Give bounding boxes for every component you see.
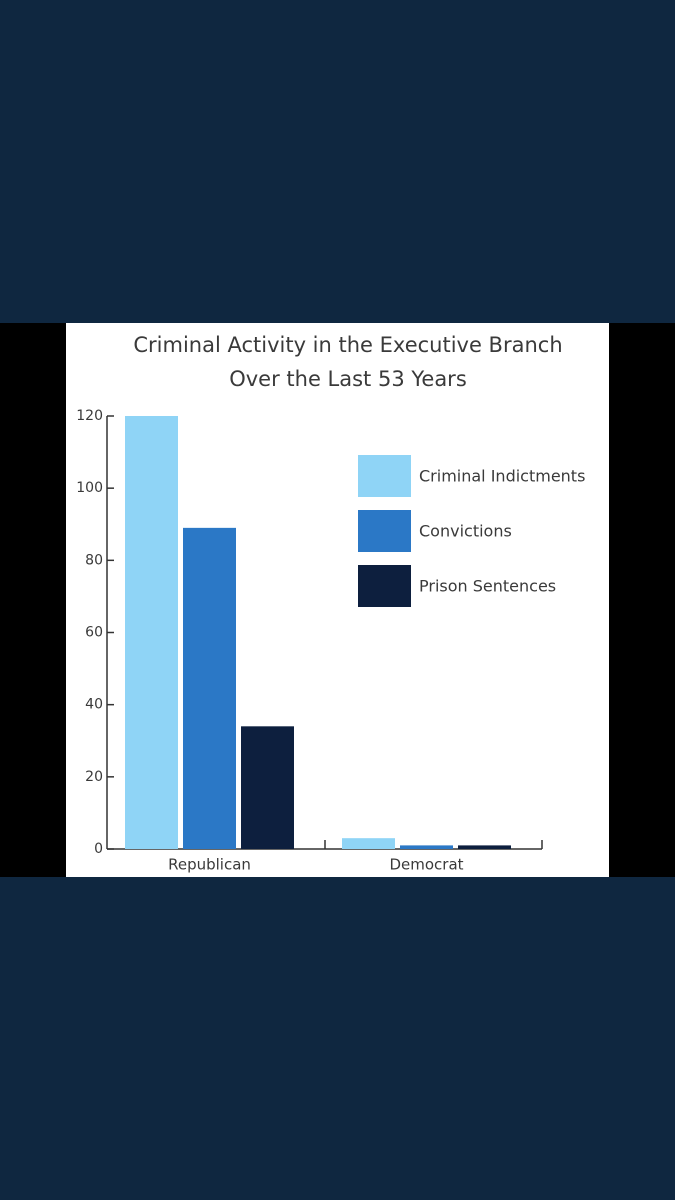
- bar: [125, 416, 178, 849]
- bar: [342, 838, 395, 849]
- legend-swatch: [358, 510, 411, 552]
- x-tick-label: Democrat: [389, 856, 463, 874]
- legend-swatch: [358, 455, 411, 497]
- y-tick-label: 100: [76, 480, 103, 496]
- y-tick-label: 40: [85, 697, 103, 713]
- y-tick-label: 0: [94, 841, 103, 857]
- legend-label: Convictions: [419, 522, 512, 541]
- chart-title: Over the Last 53 Years: [229, 367, 467, 391]
- x-tick-label: Republican: [168, 856, 251, 874]
- legend-swatch: [358, 565, 411, 607]
- chart-title: Criminal Activity in the Executive Branc…: [133, 333, 562, 357]
- bar: [183, 527, 236, 849]
- bar: [458, 845, 511, 849]
- y-tick-label: 20: [85, 769, 103, 785]
- y-tick-label: 120: [76, 408, 103, 424]
- bar: [400, 845, 453, 849]
- y-tick-label: 80: [85, 552, 103, 568]
- bar: [241, 726, 294, 849]
- y-tick-label: 60: [85, 625, 103, 641]
- legend-label: Prison Sentences: [419, 577, 556, 596]
- legend-label: Criminal Indictments: [419, 467, 585, 486]
